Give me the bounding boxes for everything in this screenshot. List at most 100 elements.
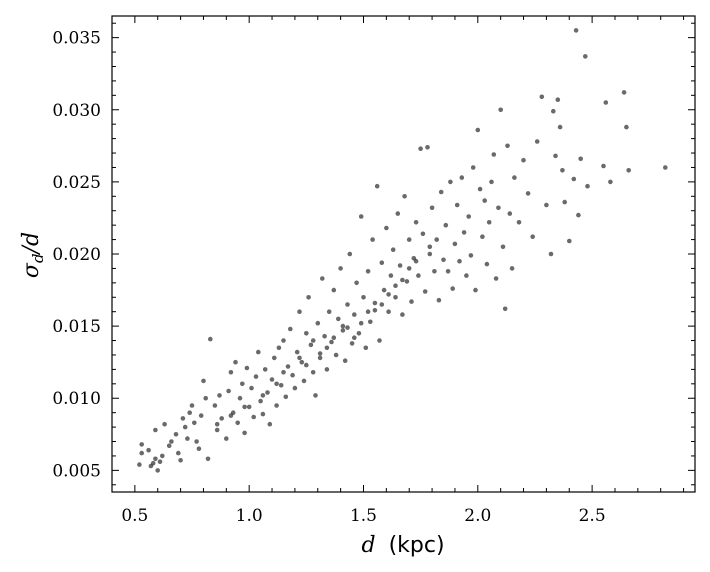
data-point <box>624 124 629 130</box>
data-point <box>372 300 378 306</box>
data-point <box>276 345 282 351</box>
data-point <box>516 220 522 225</box>
data-point <box>425 145 430 150</box>
data-point <box>445 269 451 274</box>
data-point <box>406 237 412 242</box>
data-point <box>326 309 332 315</box>
data-point <box>317 351 323 356</box>
data-point <box>283 394 289 400</box>
data-point <box>310 338 316 343</box>
data-point <box>153 456 158 462</box>
data-point <box>560 168 565 173</box>
data-point <box>509 266 515 271</box>
data-point <box>450 286 456 291</box>
data-point <box>477 186 483 192</box>
data-point <box>413 258 419 264</box>
data-point <box>347 251 353 257</box>
data-point <box>240 381 245 387</box>
data-point <box>310 370 316 375</box>
data-point <box>315 320 321 326</box>
data-point <box>443 222 449 228</box>
data-point <box>338 266 343 271</box>
data-point <box>484 261 490 267</box>
data-point <box>235 420 240 426</box>
data-point <box>388 273 394 278</box>
data-point <box>608 179 613 185</box>
data-point <box>486 220 492 225</box>
data-point <box>176 450 181 456</box>
axis-ticks <box>111 16 695 492</box>
data-point <box>395 211 401 216</box>
data-point <box>306 295 311 300</box>
y-tick-label: 0.025 <box>52 173 101 193</box>
data-point <box>567 238 572 244</box>
data-point <box>500 244 506 250</box>
data-point <box>187 410 192 416</box>
data-point <box>539 94 545 100</box>
y-tick-label: 0.035 <box>52 29 101 49</box>
data-point <box>249 385 254 391</box>
x-tick-label: 1.0 <box>236 506 263 526</box>
data-point <box>473 287 478 293</box>
y-tick-label: 0.015 <box>52 317 101 337</box>
data-point <box>555 97 561 102</box>
data-point <box>219 416 224 421</box>
data-point <box>320 276 325 281</box>
data-point <box>427 251 433 257</box>
data-point <box>342 358 348 364</box>
data-point <box>464 273 469 278</box>
data-point <box>512 175 517 180</box>
data-point <box>457 258 462 264</box>
data-point <box>400 277 405 283</box>
data-point <box>185 436 190 441</box>
data-point <box>292 385 298 391</box>
data-point <box>551 108 556 114</box>
data-point <box>525 191 531 196</box>
data-point <box>267 421 273 427</box>
data-point <box>251 414 256 420</box>
data-point <box>336 316 341 322</box>
data-point <box>544 202 549 208</box>
data-point <box>304 362 309 368</box>
data-point <box>340 328 346 333</box>
data-point <box>301 378 307 384</box>
data-point <box>454 202 460 208</box>
data-point <box>413 220 419 225</box>
y-tick-labels: 0.005 0.010 0.015 0.020 0.025 0.030 0.035 <box>52 29 101 482</box>
data-point <box>166 443 172 449</box>
data-point <box>379 260 385 266</box>
data-point <box>475 127 481 133</box>
data-point <box>489 179 494 185</box>
data-point <box>137 462 142 467</box>
data-point <box>482 198 488 203</box>
data-point <box>192 420 197 426</box>
data-point <box>345 302 350 307</box>
data-point <box>196 446 202 452</box>
data-point <box>157 459 163 465</box>
data-point <box>452 241 458 247</box>
x-tick-labels: 0.5 1.0 1.5 2.0 2.5 <box>121 506 605 526</box>
data-point <box>470 165 476 170</box>
data-point <box>255 349 261 355</box>
data-point <box>416 273 421 278</box>
data-point <box>406 266 412 271</box>
data-point <box>237 395 243 401</box>
data-point <box>324 345 330 351</box>
data-point <box>368 319 373 325</box>
data-point <box>363 345 369 351</box>
data-point <box>493 276 499 281</box>
data-point <box>285 364 291 369</box>
data-point <box>505 143 510 149</box>
data-point <box>491 152 497 157</box>
data-point <box>372 308 378 313</box>
data-point <box>244 365 250 371</box>
data-point <box>214 427 220 433</box>
data-point <box>317 355 323 361</box>
data-point <box>571 176 577 182</box>
data-point <box>358 214 364 219</box>
data-point <box>178 458 183 463</box>
y-tick-label: 0.005 <box>52 461 101 481</box>
data-point <box>480 234 485 239</box>
x-tick-label: 2.0 <box>464 506 491 526</box>
data-point <box>198 413 204 418</box>
